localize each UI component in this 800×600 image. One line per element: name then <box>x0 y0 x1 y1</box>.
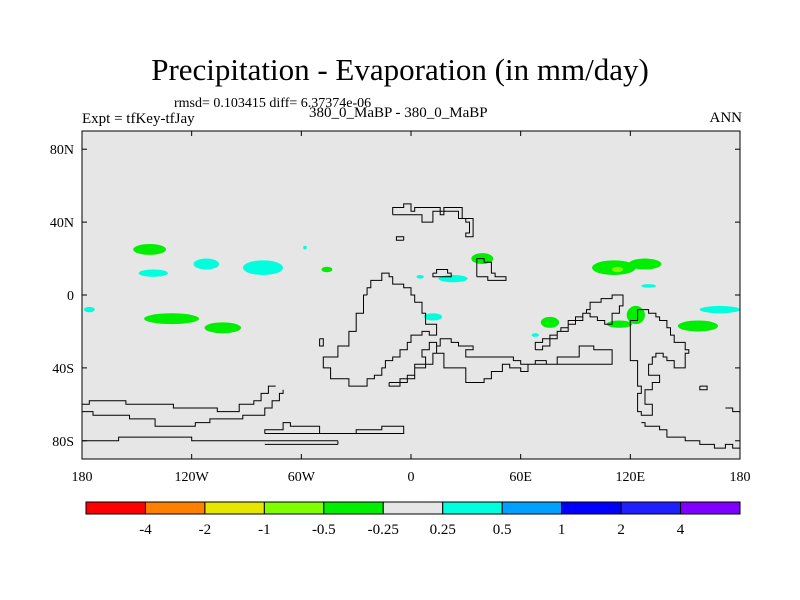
x-tick-label: 60E <box>509 470 532 485</box>
data-region <box>83 306 95 313</box>
coastline <box>534 294 624 351</box>
colorbar-swatch <box>561 501 622 515</box>
colorbar-swatch <box>442 501 503 515</box>
colorbar-label: -1 <box>258 522 271 538</box>
data-region <box>438 274 468 283</box>
x-tick-label: 180 <box>730 470 751 485</box>
colorbar-label: -0.5 <box>312 522 336 538</box>
data-region <box>540 316 560 328</box>
y-tick-label: 80N <box>50 143 74 158</box>
colorbar-label: -4 <box>139 522 152 538</box>
colorbar-swatch <box>501 501 563 515</box>
y-tick-label: 0 <box>67 289 74 304</box>
colorbar-swatch <box>144 501 206 515</box>
experiment-label: Expt = tfKey-tfJay <box>82 111 195 127</box>
coastline <box>641 422 740 449</box>
data-regions <box>83 243 741 337</box>
data-region <box>138 269 168 277</box>
colorbar-label: 0.25 <box>430 522 456 538</box>
coastline <box>392 203 474 238</box>
coastline <box>322 272 438 387</box>
coastline <box>264 422 405 434</box>
coastline <box>725 407 740 413</box>
colorbar-swatch <box>85 501 146 515</box>
coastline <box>395 236 405 241</box>
colorbar-label: 2 <box>617 522 625 538</box>
data-region <box>612 266 624 273</box>
coastline <box>319 338 324 347</box>
data-region <box>699 305 741 314</box>
colorbar-swatch <box>323 501 384 515</box>
colorbar-swatch <box>680 501 741 515</box>
colorbar-swatch <box>620 501 682 515</box>
data-region <box>321 266 333 273</box>
coastline <box>82 389 284 427</box>
data-region <box>204 322 242 334</box>
colorbar: -4 -2 -1 -0.5 -0.25 0.25 0.5 1 2 4 <box>85 501 741 538</box>
case-label: 380_0_MaBP - 380_0_MaBP <box>309 105 488 121</box>
data-region <box>193 258 220 270</box>
x-tick-label: 0 <box>408 470 415 485</box>
data-region <box>531 333 539 337</box>
y-tick-label: 80S <box>52 435 74 450</box>
data-region <box>628 258 662 270</box>
data-region <box>416 274 424 279</box>
data-region <box>626 305 645 325</box>
axis-ticks: 180 120W 60W 0 60E 120E 180 80N 40N 0 40S 80S <box>50 131 751 485</box>
season-label: ANN <box>709 110 743 126</box>
coastlines <box>82 203 740 449</box>
colorbar-swatch <box>204 501 265 515</box>
x-tick-label: 120E <box>616 470 646 485</box>
colorbar-swatch <box>263 501 325 515</box>
data-region <box>606 320 633 328</box>
chart-title: Precipitation - Evaporation (in mm/day) <box>151 52 649 87</box>
colorbar-label: -0.25 <box>368 522 399 538</box>
colorbar-label: -2 <box>199 522 212 538</box>
coastline <box>82 436 338 442</box>
coastline <box>388 338 613 387</box>
x-tick-label: 120W <box>175 470 210 485</box>
data-region <box>242 260 284 275</box>
data-region <box>144 313 199 325</box>
data-region <box>677 320 719 332</box>
coastline <box>476 258 507 281</box>
data-region <box>641 284 656 288</box>
coastline <box>432 269 452 278</box>
colorbar-label: 1 <box>558 522 566 538</box>
y-tick-label: 40S <box>52 362 74 377</box>
data-region <box>423 313 443 321</box>
coastline <box>699 385 708 391</box>
data-region <box>303 245 307 250</box>
stats-label: rmsd= 0.103415 diff= 6.37374e-06 <box>174 96 372 111</box>
x-tick-label: 60W <box>288 470 316 485</box>
y-tick-label: 40N <box>50 216 74 231</box>
colorbar-label: 0.5 <box>493 522 512 538</box>
data-region <box>133 243 167 255</box>
x-tick-label: 180 <box>72 470 93 485</box>
coastline <box>629 309 690 416</box>
colorbar-label: 4 <box>677 522 685 538</box>
coastline <box>82 385 276 413</box>
colorbar-swatch <box>382 501 444 515</box>
